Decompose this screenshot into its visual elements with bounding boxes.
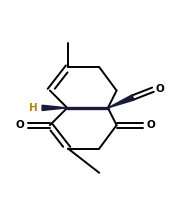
Text: H: H (29, 103, 38, 113)
Text: O: O (156, 84, 164, 94)
Text: O: O (15, 120, 24, 130)
Text: O: O (147, 120, 156, 130)
Polygon shape (42, 105, 67, 110)
Polygon shape (108, 95, 134, 108)
